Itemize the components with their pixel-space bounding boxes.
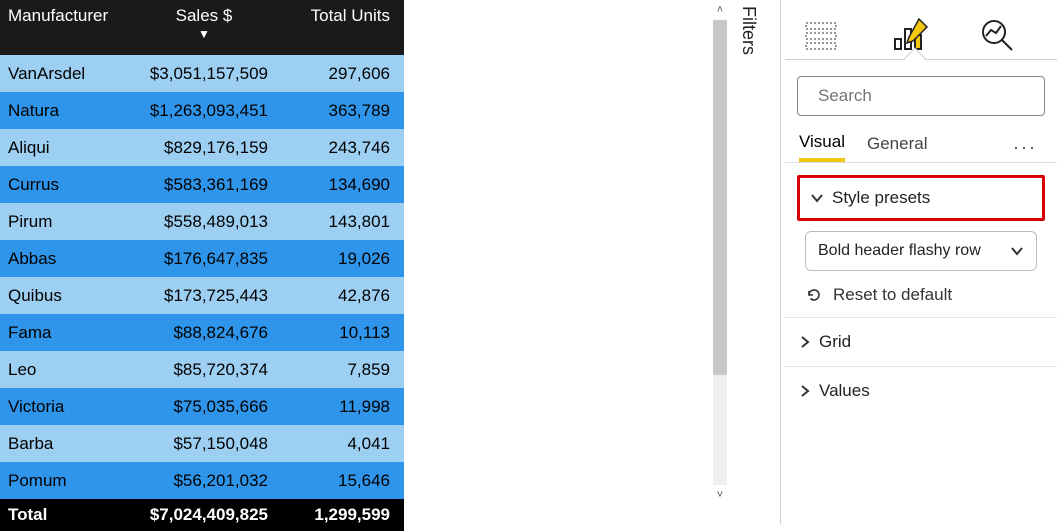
cell-units: 363,789	[276, 101, 404, 121]
col-header-label: Manufacturer	[8, 6, 108, 25]
cell-sales: $829,176,159	[132, 138, 276, 158]
chevron-down-icon	[1010, 244, 1024, 258]
tab-visual[interactable]: Visual	[799, 132, 845, 162]
table-row[interactable]: Fama$88,824,67610,113	[0, 314, 404, 351]
cell-sales: $583,361,169	[132, 175, 276, 195]
cell-manufacturer: Natura	[0, 101, 132, 121]
cell-manufacturer: Aliqui	[0, 138, 132, 158]
cell-manufacturer: Quibus	[0, 286, 132, 306]
table-row[interactable]: Pomum$56,201,03215,646	[0, 462, 404, 499]
chevron-down-icon	[810, 191, 824, 205]
cell-units: 7,859	[276, 360, 404, 380]
table-row[interactable]: Victoria$75,035,66611,998	[0, 388, 404, 425]
cell-manufacturer: Leo	[0, 360, 132, 380]
col-header-sales[interactable]: Sales $ ▼	[132, 6, 276, 40]
format-tabs: Visual General ···	[785, 120, 1057, 162]
tab-general[interactable]: General	[867, 134, 927, 160]
table-row[interactable]: Currus$583,361,169134,690	[0, 166, 404, 203]
reset-to-default[interactable]: Reset to default	[805, 285, 1037, 305]
tab-more-icon[interactable]: ···	[1013, 137, 1043, 158]
cell-manufacturer: Victoria	[0, 397, 132, 417]
cell-manufacturer: Fama	[0, 323, 132, 343]
table-total-row: Total $7,024,409,825 1,299,599	[0, 499, 404, 531]
chevron-right-icon	[799, 336, 811, 348]
cell-sales: $57,150,048	[132, 434, 276, 454]
cell-sales: $75,035,666	[132, 397, 276, 417]
cell-units: 11,998	[276, 397, 404, 417]
col-header-label: Sales $	[176, 6, 233, 26]
style-preset-value: Bold header flashy row	[818, 242, 981, 260]
col-header-manufacturer[interactable]: Manufacturer	[0, 6, 132, 26]
table-row[interactable]: VanArsdel$3,051,157,509297,606	[0, 55, 404, 92]
format-pane: Visual General ··· Style presets Bold he…	[785, 0, 1057, 524]
tabs-underline	[785, 162, 1057, 163]
style-preset-dropdown[interactable]: Bold header flashy row	[805, 231, 1037, 271]
cell-sales: $173,725,443	[132, 286, 276, 306]
table-row[interactable]: Natura$1,263,093,451363,789	[0, 92, 404, 129]
cell-manufacturer: Pomum	[0, 471, 132, 491]
total-sales: $7,024,409,825	[132, 505, 276, 525]
section-style-presets[interactable]: Style presets	[797, 175, 1045, 221]
filters-label: Filters	[739, 6, 759, 55]
cell-sales: $558,489,013	[132, 212, 276, 232]
cell-sales: $176,647,835	[132, 249, 276, 269]
cell-units: 134,690	[276, 175, 404, 195]
cell-units: 15,646	[276, 471, 404, 491]
filters-pane-toggle[interactable]: Filters	[738, 6, 759, 55]
analytics-icon[interactable]	[973, 11, 1021, 59]
reset-icon	[805, 286, 823, 304]
cell-sales: $88,824,676	[132, 323, 276, 343]
cell-manufacturer: Barba	[0, 434, 132, 454]
col-header-units[interactable]: Total Units	[276, 6, 404, 26]
cell-manufacturer: VanArsdel	[0, 64, 132, 84]
cell-sales: $1,263,093,451	[132, 101, 276, 121]
cell-sales: $56,201,032	[132, 471, 276, 491]
sort-desc-icon: ▼	[198, 28, 210, 40]
table-row[interactable]: Pirum$558,489,013143,801	[0, 203, 404, 240]
build-visual-icon[interactable]	[797, 11, 845, 59]
section-values[interactable]: Values	[785, 366, 1057, 415]
table-header: Manufacturer Sales $ ▼ Total Units	[0, 0, 404, 55]
table-visual: Manufacturer Sales $ ▼ Total Units VanAr…	[0, 0, 404, 531]
section-label: Grid	[819, 332, 851, 352]
vertical-scrollbar[interactable]: ˄ ˅	[710, 0, 730, 505]
cell-units: 143,801	[276, 212, 404, 232]
pane-icon-tabs	[785, 0, 1057, 60]
cell-units: 243,746	[276, 138, 404, 158]
cell-sales: $85,720,374	[132, 360, 276, 380]
col-header-label: Total Units	[311, 6, 390, 25]
cell-units: 10,113	[276, 323, 404, 343]
table-row[interactable]: Quibus$173,725,44342,876	[0, 277, 404, 314]
cell-manufacturer: Pirum	[0, 212, 132, 232]
search-input[interactable]	[816, 85, 1041, 107]
total-units: 1,299,599	[276, 505, 404, 525]
table-row[interactable]: Abbas$176,647,83519,026	[0, 240, 404, 277]
table-row[interactable]: Leo$85,720,3747,859	[0, 351, 404, 388]
cell-units: 19,026	[276, 249, 404, 269]
section-grid[interactable]: Grid	[785, 317, 1057, 366]
reset-label: Reset to default	[833, 285, 952, 305]
pane-divider	[780, 0, 781, 524]
style-presets-label: Style presets	[832, 188, 930, 208]
cell-units: 42,876	[276, 286, 404, 306]
table-row[interactable]: Barba$57,150,0484,041	[0, 425, 404, 462]
section-label: Values	[819, 381, 870, 401]
chevron-right-icon	[799, 385, 811, 397]
cell-units: 4,041	[276, 434, 404, 454]
search-box[interactable]	[797, 76, 1045, 116]
scroll-down-icon[interactable]: ˅	[710, 485, 730, 505]
total-label: Total	[0, 505, 132, 525]
cell-sales: $3,051,157,509	[132, 64, 276, 84]
cell-units: 297,606	[276, 64, 404, 84]
cell-manufacturer: Currus	[0, 175, 132, 195]
table-body: VanArsdel$3,051,157,509297,606Natura$1,2…	[0, 55, 404, 499]
table-row[interactable]: Aliqui$829,176,159243,746	[0, 129, 404, 166]
scroll-up-icon[interactable]: ˄	[710, 0, 730, 20]
scroll-thumb[interactable]	[713, 20, 727, 375]
cell-manufacturer: Abbas	[0, 249, 132, 269]
